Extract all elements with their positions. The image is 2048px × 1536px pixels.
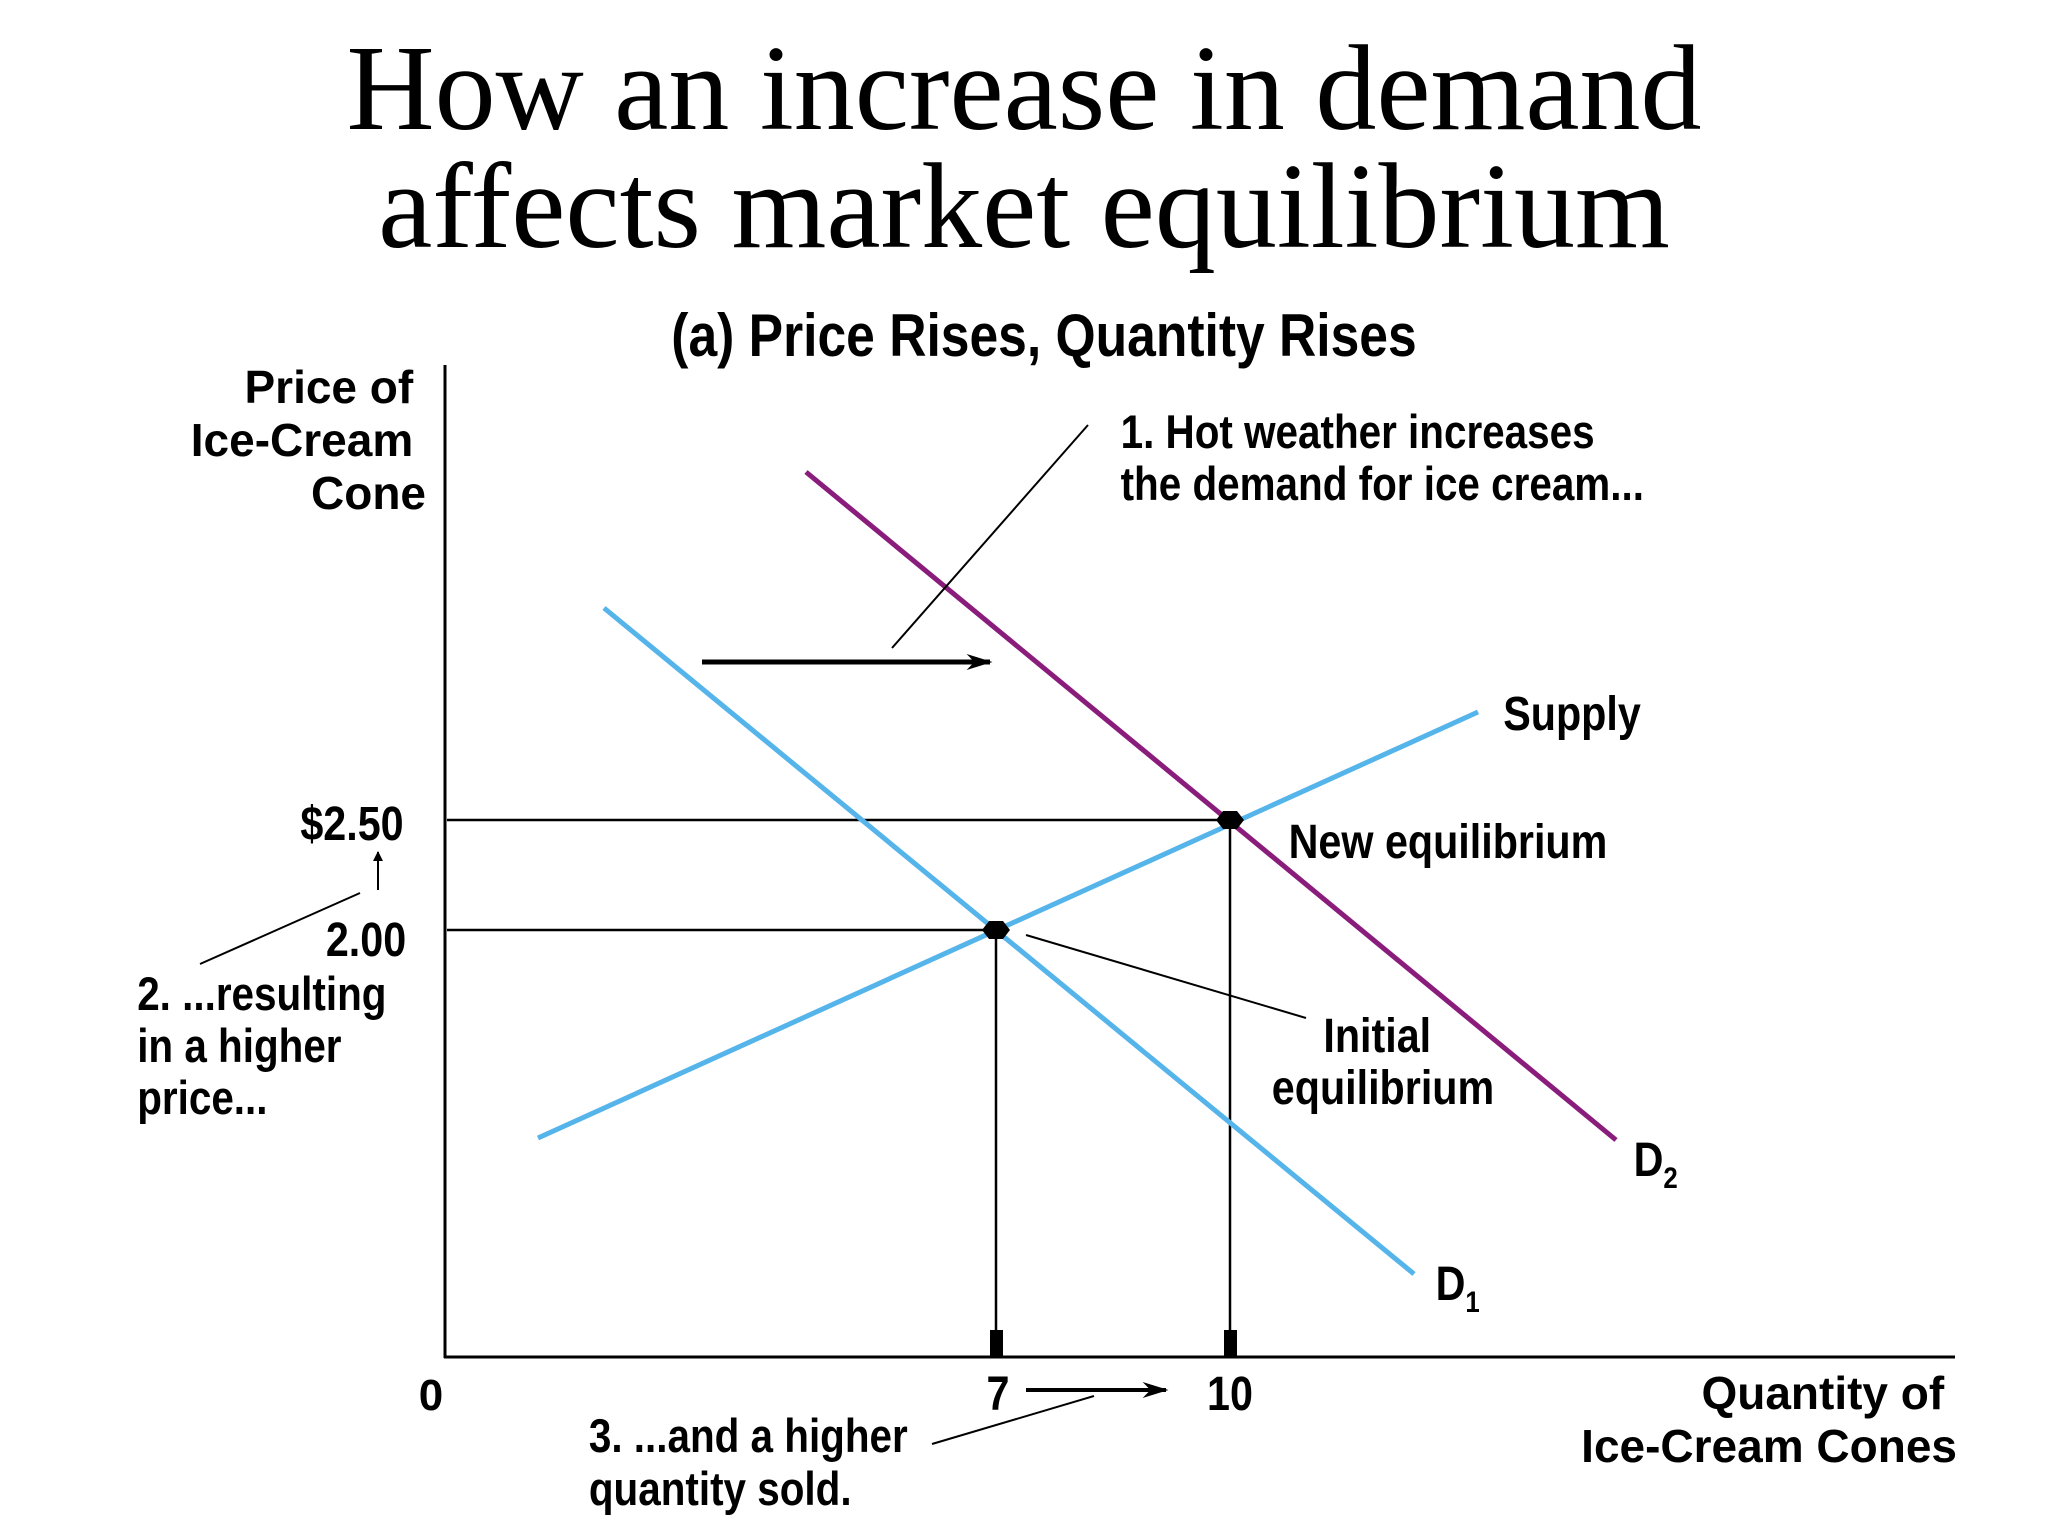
annotation-step-3: 3. ...and a higher quantity sold. [589,1410,919,1516]
slide-title: How an increase in demand affects market… [0,21,2048,274]
d2-label-letter: D [1634,1133,1664,1187]
annotation-step-2: 2. ...resulting in a higher price... [137,968,398,1125]
quantity-label-low: 7 [987,1367,1010,1421]
annotation-step-1: 1. Hot weather increases the demand for … [1121,406,1644,511]
new-equilibrium-label: New equilibrium [1289,815,1608,869]
slide-title-line-1: How an increase in demand [346,21,1702,156]
quantity-label-high: 10 [1207,1367,1253,1421]
annotation-step-2-line-2: in a higher [137,1020,341,1073]
y-axis-label: Price of Ice-Cream Cone [191,361,426,519]
d1-label-subscript: 1 [1465,1285,1479,1318]
slide-title-line-2: affects market equilibrium [378,139,1670,274]
d2-label: D2 [1634,1133,1678,1194]
panel-title: (a) Price Rises, Quantity Rises [671,301,1416,369]
demand-curve-d1 [602,606,1416,1276]
annotation-step-3-line-2: quantity sold. [589,1463,852,1516]
price-label-low: 2.00 [326,913,406,967]
x-axis-label-line-1: Quantity of [1701,1367,1944,1419]
annotation-step-3-leader [931,1395,1095,1445]
demand-curve-d2 [804,470,1618,1142]
y-axis-label-line-3: Cone [311,467,426,519]
initial-equilibrium-label: Initial equilibrium [1272,1009,1494,1115]
tick-mark-10 [1224,1330,1237,1357]
initial-equilibrium-leader [1025,934,1307,1019]
price-label-high: $2.50 [300,797,403,851]
y-axis-label-line-1: Price of [244,361,413,413]
annotation-step-1-line-1: 1. Hot weather increases [1121,406,1595,459]
origin-label: 0 [419,1371,443,1420]
supply-curve [536,709,1480,1141]
annotation-step-1-line-2: the demand for ice cream... [1121,458,1644,511]
x-axis-label: Quantity of Ice-Cream Cones [1581,1367,1957,1472]
x-axis-label-line-2: Ice-Cream Cones [1581,1420,1957,1472]
d2-label-subscript: 2 [1663,1161,1677,1194]
annotation-step-2-leader [199,892,361,965]
y-axis-label-line-2: Ice-Cream [191,414,413,466]
annotation-step-2-line-1: 2. ...resulting [137,968,386,1021]
annotation-step-1-leader [891,424,1089,649]
new-equilibrium-point [1216,811,1244,829]
d1-label: D1 [1436,1257,1480,1318]
supply-label: Supply [1503,687,1641,741]
initial-equilibrium-point [982,921,1010,939]
initial-equilibrium-label-line-2: equilibrium [1272,1061,1494,1115]
initial-equilibrium-label-line-1: Initial [1323,1009,1431,1063]
annotation-step-2-line-3: price... [137,1072,267,1125]
d1-label-letter: D [1436,1257,1466,1311]
tick-mark-7 [990,1330,1003,1357]
annotation-step-3-line-1: 3. ...and a higher [589,1410,908,1463]
